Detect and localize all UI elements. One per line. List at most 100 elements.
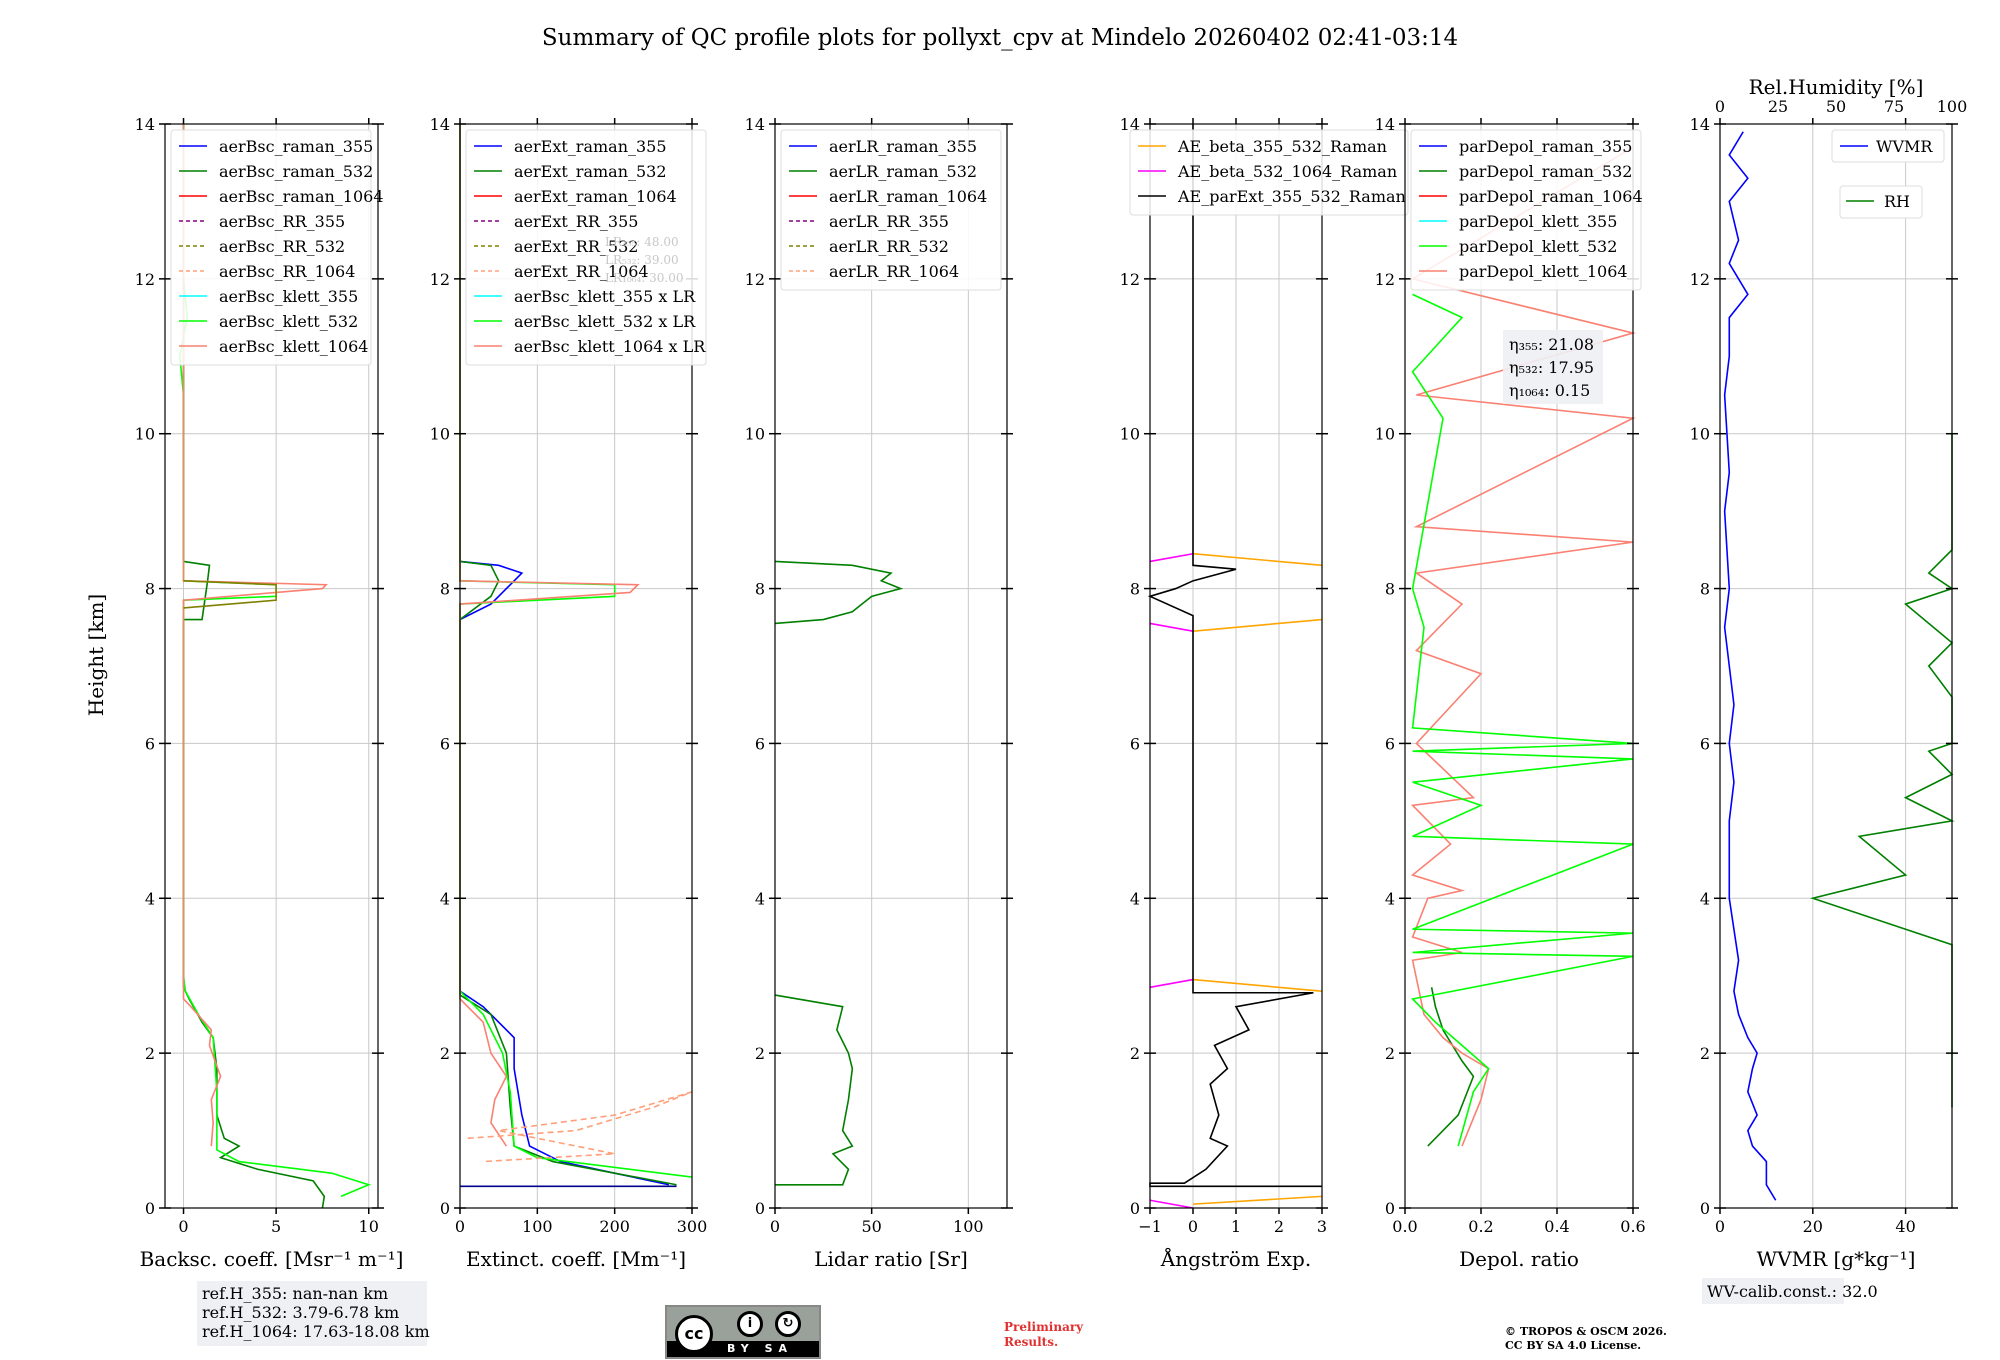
legend-box	[1831, 129, 1945, 163]
ytick-label: 14	[1120, 115, 1140, 134]
legend-label: parDepol_raman_1064	[1459, 187, 1643, 206]
ytick-label: 14	[745, 115, 765, 134]
legend-label: parDepol_raman_532	[1459, 162, 1632, 181]
ytick-label: 14	[430, 115, 450, 134]
series-RH	[1809, 433, 1955, 1108]
annotation-text: LR₅₃₂: 39.00	[605, 253, 679, 267]
xtick-label: 0	[455, 1217, 465, 1236]
legend-label: aerBsc_raman_1064	[219, 187, 384, 206]
legend-box	[465, 129, 707, 366]
ytick-label: 10	[1690, 425, 1710, 444]
ytick-label: 12	[135, 270, 155, 289]
wv-calib-box	[1702, 1278, 1844, 1304]
xtick-label: 0.4	[1544, 1217, 1569, 1236]
xtick-label: 0	[1715, 1217, 1725, 1236]
ytick-label: 12	[1375, 270, 1395, 289]
x-axis-label: Ångström Exp.	[1160, 1246, 1311, 1271]
ytick-label: 10	[430, 425, 450, 444]
xtick-label: 10	[359, 1217, 379, 1236]
ytick-label: 14	[1690, 115, 1710, 134]
wv-calib-text: WV-calib.const.: 32.0	[1707, 1282, 1878, 1301]
series-parDepol_klett_532	[1410, 293, 1634, 1147]
ytick-label: 8	[1130, 580, 1140, 599]
legend-label: aerBsc_raman_355	[219, 137, 373, 156]
series-aerExt_klett_1064	[459, 124, 640, 1147]
series-AE_beta_532_1064_Raman_c	[1149, 622, 1194, 632]
cc-icon: cc	[675, 1315, 713, 1353]
series-parDepol_raman_532	[1427, 987, 1475, 1147]
xtick-label: 0	[1188, 1217, 1198, 1236]
ytick-label: 14	[1375, 115, 1395, 134]
legend-label: aerLR_RR_355	[829, 212, 949, 231]
series-parDepol_klett_1064	[1410, 146, 1637, 1147]
legend-label: aerBsc_RR_1064	[219, 262, 355, 281]
refh-line-3: ref.H_1064: 17.63-18.08 km	[202, 1322, 430, 1341]
x-axis-label: WVMR [g*kg⁻¹]	[1757, 1247, 1916, 1271]
legend-label: aerBsc_klett_1064	[219, 337, 368, 356]
annotation-box	[1503, 330, 1603, 404]
xtick-label: 1	[1231, 1217, 1241, 1236]
ytick-label: 0	[1700, 1199, 1710, 1218]
legend-label: aerExt_raman_532	[514, 162, 667, 181]
panel-extinction: 0 2 4 6 8 10 12 14 0 100 200 300 Extinct. coeff. [Mm…	[430, 115, 708, 1271]
ytick-label: 4	[1130, 889, 1140, 908]
series-AE_beta_532_1064_Raman_b	[1149, 978, 1194, 989]
ytick-label: 12	[430, 270, 450, 289]
legend-box	[1839, 185, 1923, 219]
legend-label: parDepol_klett_1064	[1459, 262, 1628, 281]
ytick-label: 10	[745, 425, 765, 444]
preliminary-line-1: Preliminary	[1004, 1320, 1084, 1334]
ytick-label: 6	[145, 734, 155, 753]
ytick-label: 14	[135, 115, 155, 134]
ytick-label: 12	[1120, 270, 1140, 289]
top-axis-label: Rel.Humidity [%]	[1749, 75, 1924, 99]
ytick-label: 0	[1385, 1199, 1395, 1218]
ytick-label: 4	[1385, 889, 1395, 908]
series-AE_beta_532_1064_Raman	[1149, 1199, 1194, 1209]
refh-box	[197, 1281, 427, 1346]
panel-backscatter: 0 2 4 6 8 10 12 14 0 5 10 Backsc. coeff. [Msr⁻¹ m⁻¹…	[135, 115, 404, 1271]
ytick-label: 8	[1700, 580, 1710, 599]
annotation-text: η₃₅₅: 21.08	[1509, 335, 1594, 354]
series-aerBsc_klett_1064	[182, 124, 328, 1147]
legend-label: AE_parExt_355_532_Raman	[1177, 187, 1406, 206]
top-tick-label: 0	[1715, 97, 1725, 116]
ytick-label: 8	[755, 580, 765, 599]
xtick-label: 0	[178, 1217, 188, 1236]
xtick-label: 100	[522, 1217, 553, 1236]
xtick-label: 20	[1803, 1217, 1823, 1236]
series-aerBsc_RR_532	[183, 580, 277, 609]
xtick-label: 300	[677, 1217, 708, 1236]
legend-label: AE_beta_355_532_Raman	[1177, 137, 1387, 156]
xtick-label: 200	[599, 1217, 630, 1236]
refh-line-2: ref.H_532: 3.79-6.78 km	[202, 1303, 399, 1322]
series-AE_beta_355_532_Raman_c	[1192, 618, 1323, 632]
annotation-text: η₅₃₂: 17.95	[1509, 358, 1594, 377]
legend: aerExt_raman_355 aerExt_raman_532 aerExt_r…	[465, 129, 707, 366]
xtick-label: −1	[1138, 1217, 1162, 1236]
ytick-label: 12	[1690, 270, 1710, 289]
legend-box	[1129, 129, 1409, 216]
axes-frame	[164, 123, 379, 1209]
series-aerExt_raman_355	[459, 124, 669, 1186]
legend: WVMR RH	[1831, 129, 1945, 219]
y-axis-label: Height [km]	[84, 594, 108, 716]
legend-label: aerBsc_klett_532	[219, 312, 358, 331]
xtick-label: 0.6	[1620, 1217, 1645, 1236]
legend-label: aerExt_raman_1064	[514, 187, 677, 206]
ytick-label: 2	[1385, 1044, 1395, 1063]
annotation-text: η₁₀₆₄: 0.15	[1509, 381, 1590, 400]
legend-label: aerBsc_raman_532	[219, 162, 373, 181]
top-tick-label: 75	[1884, 97, 1904, 116]
x-axis-label: Depol. ratio	[1459, 1247, 1579, 1271]
by-icon: i	[737, 1311, 763, 1337]
ytick-label: 12	[745, 270, 765, 289]
series-AE_beta_532_1064_Raman_d	[1149, 552, 1194, 563]
cc-badge-text: BY SA	[727, 1342, 794, 1355]
xtick-label: 0.0	[1392, 1217, 1417, 1236]
ytick-label: 2	[1130, 1044, 1140, 1063]
x-axis-label: Lidar ratio [Sr]	[814, 1247, 968, 1271]
top-tick-label: 100	[1937, 97, 1968, 116]
